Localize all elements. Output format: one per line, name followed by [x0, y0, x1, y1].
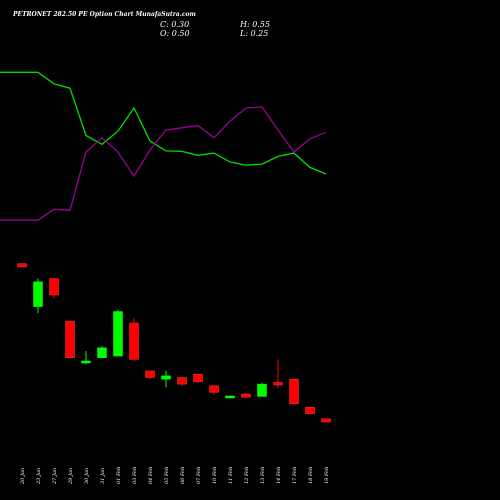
- low-value: L: 0.25: [239, 29, 268, 38]
- candle: [225, 395, 235, 399]
- close-value: C: 0.30: [160, 20, 189, 29]
- candle-body: [289, 378, 299, 405]
- green-indicator-line: [0, 71, 327, 175]
- candle-body: [321, 418, 331, 423]
- x-tick-label: 29 Jan: [68, 468, 74, 485]
- candle-body: [273, 382, 283, 386]
- x-tick-label: 13 Feb: [260, 467, 266, 484]
- x-tick-label: 07 Feb: [196, 467, 202, 484]
- x-tick-label: 04 Feb: [148, 467, 154, 484]
- candlesticks: [17, 263, 331, 423]
- candle: [321, 418, 331, 423]
- x-tick-label: 03 Feb: [132, 467, 138, 484]
- x-axis-labels: 20 Jan 23 Jan 27 Jan 29 Jan 30 Jan 31 Jan 01 F…: [20, 467, 330, 485]
- x-tick-label: 01 Feb: [116, 467, 122, 484]
- candle-body: [161, 375, 171, 380]
- candle: [17, 263, 27, 268]
- candle-body: [257, 383, 267, 397]
- candle: [81, 351, 91, 365]
- x-tick-label: 05 Feb: [164, 467, 170, 484]
- candle-body: [81, 360, 91, 364]
- candle: [273, 359, 283, 389]
- candle-body: [33, 281, 43, 307]
- candle: [193, 373, 203, 384]
- candle-body: [49, 278, 59, 296]
- x-tick-label: 31 Jan: [100, 468, 106, 484]
- candle-body: [193, 373, 203, 382]
- candle: [161, 370, 171, 388]
- candle: [145, 370, 155, 380]
- magenta-indicator-line: [0, 106, 327, 221]
- candle-body: [145, 370, 155, 378]
- x-tick-label: 23 Jan: [36, 468, 42, 485]
- chart-title: PETRONET 282.50 PE Option Chart MunafaSu…: [12, 11, 196, 18]
- candle: [33, 278, 43, 314]
- x-tick-label: 18 Feb: [308, 467, 314, 484]
- candle-body: [65, 321, 75, 358]
- candle: [177, 377, 187, 386]
- candle-body: [177, 377, 187, 385]
- x-tick-label: 30 Jan: [84, 468, 90, 484]
- x-tick-label: 11 Feb: [228, 467, 234, 484]
- candle-body: [305, 406, 315, 415]
- candle-body: [241, 393, 251, 398]
- candle: [289, 378, 299, 405]
- x-tick-label: 10 Feb: [212, 467, 218, 484]
- x-tick-label: 17 Feb: [292, 467, 298, 484]
- candle: [65, 321, 75, 358]
- x-tick-label: 27 Jan: [52, 468, 58, 485]
- candle: [305, 406, 315, 415]
- x-tick-label: 20 Jan: [20, 468, 26, 485]
- candle: [97, 346, 107, 358]
- x-tick-label: 19 Feb: [324, 467, 330, 484]
- candle-body: [225, 395, 235, 399]
- candle: [129, 318, 139, 361]
- x-tick-label: 06 Feb: [180, 467, 186, 484]
- candle: [257, 382, 267, 397]
- candle-body: [209, 385, 219, 393]
- candle: [209, 385, 219, 395]
- candle-body: [97, 347, 107, 358]
- candle-body: [113, 311, 123, 357]
- candle-body: [17, 263, 27, 268]
- candle: [113, 309, 123, 357]
- candle: [49, 278, 59, 299]
- open-value: O: 0.50: [160, 29, 190, 38]
- candle: [241, 393, 251, 398]
- x-tick-label: 14 Feb: [276, 467, 282, 484]
- x-tick-label: 12 Feb: [244, 467, 250, 484]
- high-value: H: 0.55: [239, 20, 270, 29]
- indicator-lines: [0, 71, 327, 221]
- candle-body: [129, 322, 139, 360]
